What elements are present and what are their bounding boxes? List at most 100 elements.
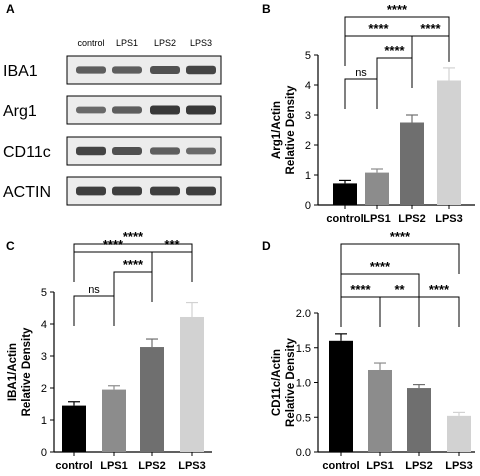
panel-d-letter: D: [262, 239, 271, 253]
y-tick-label: 3: [41, 351, 47, 363]
blot-row-label: IBA1: [3, 63, 38, 80]
y-tick-label: 2: [305, 140, 311, 152]
y-tick-label: 4: [305, 80, 311, 92]
bar: [333, 183, 357, 205]
y-tick-label: 1: [305, 170, 311, 182]
x-tick-label: LPS3: [435, 213, 463, 225]
x-tick-label: LPS2: [398, 213, 426, 225]
blot-band: [76, 66, 106, 74]
significance-label: ****: [420, 21, 441, 36]
blot-rows: IBA1 Arg1 CD11c ACTIN: [3, 55, 222, 206]
y-axis-label: CD11c/Actin: [271, 349, 283, 416]
bar: [102, 389, 126, 452]
bar: [400, 122, 424, 205]
significance-label: ****: [429, 282, 450, 297]
x-tick-label: LPS3: [445, 460, 473, 472]
x-tick-label: LPS3: [178, 460, 206, 472]
panel-a-western-blot: A control LPS1 LPS2 LPS3 IBA1 Arg1 CD11c ACTIN: [3, 2, 222, 206]
blot-band: [186, 186, 216, 196]
significance-label: ****: [368, 21, 389, 36]
significance-label: ****: [390, 229, 411, 244]
blot-band: [150, 105, 180, 115]
significance-label: ****: [387, 2, 408, 17]
blot-band: [186, 65, 216, 75]
bar: [407, 388, 431, 452]
y-axis-label: Arg1/Actin: [271, 101, 283, 159]
y-tick-label: 3: [305, 110, 311, 122]
significance-bracket: [344, 78, 378, 109]
x-tick-label: control: [322, 460, 359, 472]
blot-band: [76, 146, 106, 156]
x-tick-label: LPS2: [405, 460, 433, 472]
significance-label: ****: [123, 257, 144, 272]
y-tick-label: 1: [41, 415, 47, 427]
blot-row-label: Arg1: [3, 103, 37, 120]
chart-c-plot: 0 1 2 3 4 5 IBA1/Actin Relative Density control L…: [7, 229, 212, 472]
bar: [447, 415, 471, 452]
bar: [140, 347, 164, 452]
significance-bracket: [340, 273, 420, 304]
blot-band: [112, 186, 142, 196]
y-axis-label: Relative Density: [21, 327, 33, 416]
y-tick-label: 0: [305, 200, 311, 212]
significance-bracket: [418, 296, 460, 327]
panel-b-arg1-chart: B 0 1 2 3 4 5 Arg1/Actin Relative Density contro…: [262, 2, 475, 225]
blot-band: [76, 106, 106, 114]
blot-lane-label: LPS2: [154, 38, 176, 48]
blot-band: [76, 186, 106, 196]
blot-band: [150, 186, 180, 196]
blot-row-label: ACTIN: [3, 184, 51, 201]
blot-band: [150, 147, 180, 155]
y-tick-label: 0: [41, 447, 47, 459]
blot-band: [112, 147, 142, 155]
significance-bracket: [340, 296, 381, 327]
chart-d-plot: 0.0 0.5 1.0 1.5 2.0 CD11c/Actin Relative Densi…: [271, 229, 475, 472]
panel-a-letter: A: [6, 2, 15, 16]
y-tick-label: 2: [41, 383, 47, 395]
significance-bracket: [113, 271, 153, 302]
bar: [365, 172, 389, 205]
panel-c-letter: C: [6, 239, 15, 253]
blot-band: [112, 106, 142, 114]
panel-c-iba1-chart: C 0 1 2 3 4 5 IBA1/Actin Relative Density contro…: [6, 229, 212, 472]
x-tick-label: LPS2: [138, 460, 166, 472]
x-tick-label: control: [55, 460, 92, 472]
significance-label: ****: [123, 229, 144, 244]
blot-lane-label: control: [77, 38, 104, 48]
blot-band: [150, 66, 180, 74]
significance-label: ****: [350, 282, 371, 297]
panel-b-letter: B: [262, 2, 271, 16]
bar: [437, 80, 461, 205]
y-tick-label: 1.5: [296, 343, 311, 355]
bar: [62, 405, 86, 452]
significance-bracket: [73, 295, 115, 326]
x-tick-label: LPS1: [366, 460, 394, 472]
significance-bracket: [73, 243, 193, 274]
bar: [368, 369, 392, 452]
panel-d-cd11c-chart: D 0.0 0.5 1.0 1.5 2.0 CD11c/Actin Relative Den…: [262, 229, 475, 472]
significance-bracket: [379, 296, 420, 327]
y-axis-label: IBA1/Actin: [7, 343, 19, 401]
x-tick-label: LPS1: [363, 213, 391, 225]
significance-label: ****: [384, 43, 405, 58]
x-tick-label: control: [326, 213, 363, 225]
y-tick-label: 1.0: [296, 378, 311, 390]
y-axis-label: Relative Density: [285, 85, 297, 174]
blot-row-label: CD11c: [3, 144, 51, 161]
significance-bracket: [151, 251, 193, 282]
significance-label: ****: [370, 259, 391, 274]
y-tick-label: 5: [305, 50, 311, 62]
y-tick-label: 0.0: [296, 447, 311, 459]
significance-bracket: [340, 243, 460, 274]
blot-band: [112, 66, 142, 74]
significance-bracket: [376, 57, 413, 88]
blot-band: [186, 147, 216, 155]
y-tick-label: 4: [41, 319, 47, 331]
blot-lane-label: LPS3: [190, 38, 212, 48]
blot-lane-labels: control LPS1 LPS2 LPS3: [77, 38, 212, 48]
significance-bracket: [344, 16, 450, 47]
significance-label: **: [394, 282, 405, 297]
y-tick-label: 0.5: [296, 412, 311, 424]
